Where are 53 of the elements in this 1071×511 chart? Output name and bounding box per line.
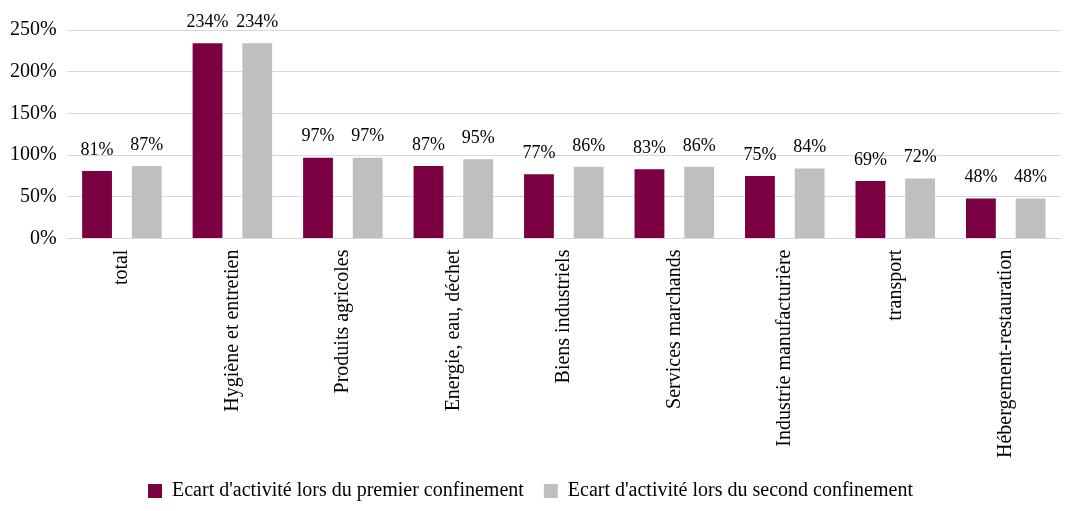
x-tick-label: Produits agricoles [330,249,354,394]
y-tick-label: 0% [29,225,57,248]
y-tick-label: 250% [9,17,57,40]
legend-label: Ecart d'activité lors du premier confinement [172,478,525,502]
data-label: 234% [236,11,279,32]
data-label: 84% [793,136,827,157]
data-label: 83% [632,137,666,158]
bar [905,178,936,239]
bar [192,43,223,239]
bar [965,198,996,239]
bar [82,171,112,239]
data-label: 95% [461,127,495,148]
x-tick-label: total [109,249,132,286]
data-label: 77% [522,142,556,163]
data-label: 97% [351,125,385,146]
bar [573,166,604,239]
y-tick-label: 100% [9,142,57,165]
data-label: 234% [186,11,229,32]
bar [684,166,715,239]
y-tick-label: 50% [19,184,57,207]
x-tick-label: Energie, eau, déchet [440,249,464,412]
x-tick-label: transport [882,249,906,321]
x-tick-label: Hébergement-restauration [993,249,1017,459]
bar [242,43,273,239]
y-tick-label: 150% [9,100,57,123]
bar [413,165,444,239]
y-tick-label: 200% [9,58,57,81]
data-label: 87% [411,133,445,154]
bar [131,165,162,239]
x-tick-label: Services marchands [661,249,684,409]
legend-label: Ecart d'activité lors du second confinement [567,478,914,501]
data-label: 48% [964,166,998,187]
data-label: 81% [80,138,114,159]
x-tick-label: Hygiène et entretien [219,249,243,412]
bar [855,181,886,239]
x-tick-label: Biens industriels [551,249,574,384]
bar [352,157,383,239]
x-tick-label: Industrie manufacturière [772,249,795,447]
bar [745,176,775,239]
data-label: 75% [743,143,777,164]
data-label: 86% [572,134,606,155]
data-label: 69% [853,148,887,169]
data-label: 48% [1014,166,1048,187]
bar [634,169,665,239]
bar [303,157,333,239]
data-label: 86% [682,134,716,155]
data-label: 72% [903,146,937,167]
data-label: 97% [301,125,335,146]
bar [463,159,494,239]
bar [524,174,554,239]
data-label: 87% [130,133,164,154]
bar [794,168,825,239]
bar [1015,198,1046,239]
